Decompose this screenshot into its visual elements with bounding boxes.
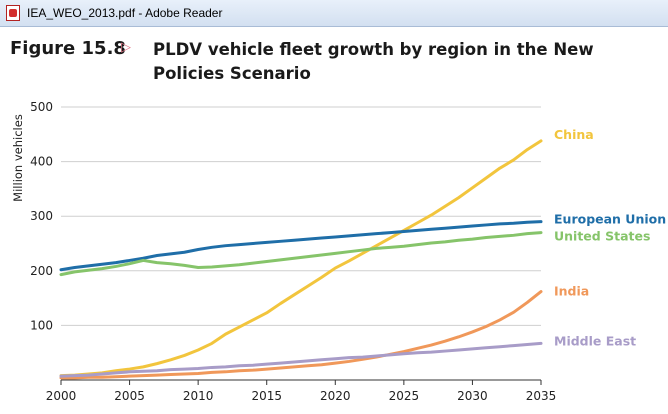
y-tick-label: 500 xyxy=(30,100,53,114)
x-tick-label: 2000 xyxy=(46,389,77,403)
y-tick-label: 300 xyxy=(30,209,53,223)
figure-title: PLDV vehicle fleet growth by region in t… xyxy=(153,40,594,83)
series-label-middle-east: Middle East xyxy=(554,333,636,348)
y-tick-label: 200 xyxy=(30,264,53,278)
window-title: IEA_WEO_2013.pdf - Adobe Reader xyxy=(27,6,223,20)
series-line-united-states xyxy=(59,231,543,277)
series-line-middle-east xyxy=(59,341,543,378)
figure-number: Figure 15.8 xyxy=(10,38,126,59)
series-label-united-states: United States xyxy=(554,229,650,244)
x-tick-label: 2020 xyxy=(320,389,351,403)
y-axis-title: Million vehicles xyxy=(11,114,25,202)
x-tick-label: 2015 xyxy=(251,389,282,403)
y-tick-label: 400 xyxy=(30,155,53,169)
series-label-china: China xyxy=(554,127,594,142)
series-label-india: India xyxy=(554,284,589,299)
y-tick-label: 100 xyxy=(30,318,53,332)
x-tick-label: 2030 xyxy=(457,389,488,403)
pdf-app-icon xyxy=(6,5,20,21)
x-tick-label: 2005 xyxy=(114,389,145,403)
x-tick-label: 2010 xyxy=(183,389,214,403)
x-tick-label: 2035 xyxy=(526,389,557,403)
series-line-india xyxy=(59,290,543,380)
x-tick-label: 2025 xyxy=(389,389,420,403)
window-titlebar: IEA_WEO_2013.pdf - Adobe Reader xyxy=(0,0,668,27)
series-label-european-union: European Union xyxy=(554,212,666,227)
series-line-china xyxy=(59,139,543,378)
figure-marker-icon: ▷ xyxy=(121,40,131,55)
series-line-european-union xyxy=(59,220,543,272)
